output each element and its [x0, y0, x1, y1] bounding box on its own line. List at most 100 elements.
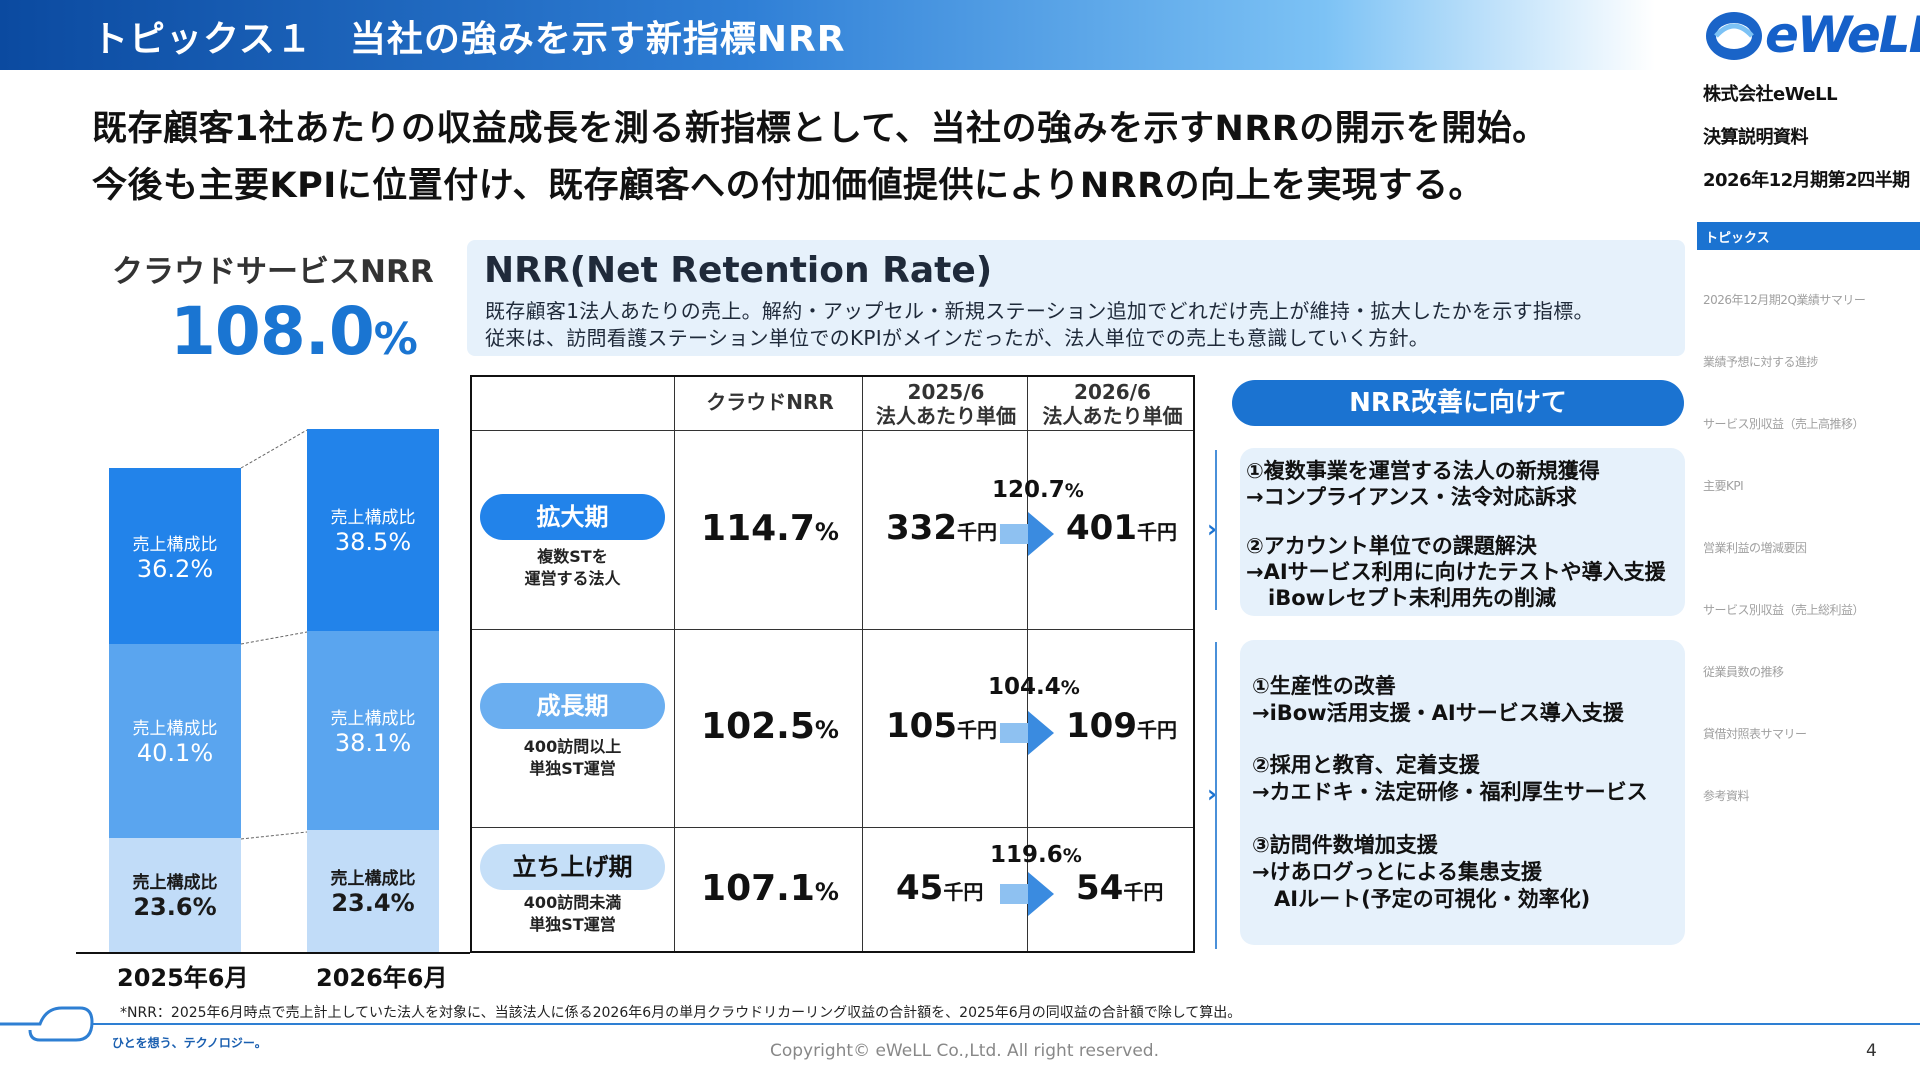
improvement-item: →カエドキ・法定研修・福利厚生サービス [1252, 780, 1648, 804]
fiscal-period: 2026年12月期第2四半期 [1703, 170, 1910, 191]
header-2025-unit: 法人あたり単価 [876, 404, 1016, 428]
unit-price-2025: 105千円 [886, 706, 997, 746]
nav-item-balance-sheet[interactable]: 貸借対照表サマリー [1703, 727, 1807, 741]
unit-price-2026: 401千円 [1066, 508, 1177, 548]
improvement-item: ②採用と教育、定着支援 [1252, 753, 1480, 777]
nav-item-employees[interactable]: 従業員数の推移 [1703, 665, 1784, 679]
nav-item-reference[interactable]: 参考資料 [1703, 789, 1750, 803]
table-divider [472, 827, 1193, 828]
table-divider [472, 430, 1193, 431]
nav-item-gross-profit[interactable]: サービス別収益（売上総利益） [1703, 603, 1865, 617]
header-2026-unit: 法人あたり単価 [1042, 404, 1183, 428]
definition-line-2: 従来は、訪問看護ステーション単位でのKPIがメインだったが、法人単位での売上も意… [485, 326, 1430, 350]
bracket-line [1215, 450, 1217, 610]
nav-item-forecast-progress[interactable]: 業績予想に対する進捗 [1703, 355, 1819, 369]
nav-item-operating-profit[interactable]: 営業利益の増減要因 [1703, 541, 1807, 555]
definition-line-1: 既存顧客1法人あたりの売上。解約・アップセル・新規ステーション追加でどれだけ売上… [485, 299, 1594, 323]
table-divider [472, 629, 1193, 630]
bar-segment: 売上構成比 36.2% [109, 468, 241, 644]
bar-segment-value: 36.2% [136, 554, 214, 583]
table-divider [862, 377, 863, 951]
bar-segment: 売上構成比 40.1% [109, 643, 241, 838]
improvement-box-1 [1240, 448, 1685, 616]
stage-desc: 複数STを [537, 547, 608, 566]
table-divider [1027, 377, 1028, 951]
chevron-right-icon: › [1207, 780, 1217, 808]
slogan: ひとを想う、テクノロジー。 [112, 1036, 267, 1050]
nrr-number: 108.0 [170, 293, 375, 370]
bar-segment-label: 売上構成比 [330, 869, 416, 890]
bar-segment: 売上構成比 23.6% [109, 837, 241, 952]
stage-desc: 単独ST運営 [529, 759, 616, 778]
definition-box [467, 240, 1685, 356]
right-arrow-icon [1000, 512, 1054, 556]
lead-line-2: 今後も主要KPIに位置付け、既存顧客への付加価値提供によりNRRの向上を実現する… [92, 166, 1485, 206]
unit-price-2026: 54千円 [1076, 868, 1164, 908]
improvement-box-2 [1240, 640, 1685, 945]
improvement-item: ③訪問件数増加支援 [1252, 833, 1438, 857]
unit-price-2025: 45千円 [896, 868, 984, 908]
company-name: 株式会社eWeLL [1703, 84, 1838, 105]
improvement-item: ①複数事業を運営する法人の新規獲得 [1246, 459, 1600, 483]
bar-segment: 売上構成比 23.4% [307, 829, 439, 952]
page-title: トピックス１ 当社の強みを示す新指標NRR [92, 19, 846, 60]
improvement-item: →けあログっとによる集患支援 [1252, 860, 1542, 884]
footnote: *NRR：2025年6月時点で売上計上していた法人を対象に、当該法人に係る202… [120, 1005, 1242, 1021]
stage-desc: 400訪問以上 [523, 737, 622, 756]
stage-pill-growth: 成長期 [480, 683, 665, 729]
improvement-title: NRR改善に向けて [1232, 380, 1684, 426]
stage-pill-expansion: 拡大期 [480, 494, 665, 540]
stage-desc: 単独ST運営 [529, 915, 616, 934]
nrr-unit: % [373, 314, 418, 365]
right-arrow-icon [1000, 711, 1054, 755]
page-number: 4 [1866, 1041, 1877, 1061]
definition-title: NRR(Net Retention Rate) [484, 250, 993, 291]
right-arrow-icon [1000, 872, 1054, 916]
bar-segment-value: 38.1% [334, 728, 412, 757]
bar-segment-value: 38.5% [334, 528, 412, 557]
bar-segment-value: 23.6% [133, 893, 217, 922]
growth-rate: 119.6% [990, 842, 1082, 868]
nrr-cell: 102.5% [701, 706, 839, 747]
header-cloud-nrr: クラウドNRR [706, 390, 834, 414]
nav-item-topics[interactable]: トピックス [1697, 222, 1920, 250]
improvement-item: →コンプライアンス・法令対応訴求 [1246, 485, 1577, 509]
nrr-cell: 114.7% [701, 508, 839, 549]
chevron-right-icon: › [1207, 515, 1217, 543]
unit-price-2026: 109千円 [1066, 706, 1177, 746]
improvement-item: iBowレセプト未利用先の削減 [1268, 586, 1557, 610]
title-bar: トピックス１ 当社の強みを示す新指標NRR [0, 0, 1655, 70]
header-2026-period: 2026/6 [1074, 380, 1151, 404]
footer-logo-mark [0, 1006, 94, 1042]
improvement-item: →AIサービス利用に向けたテストや導入支援 [1246, 560, 1666, 584]
bar-segment-label: 売上構成比 [132, 873, 218, 894]
bracket-line [1215, 642, 1217, 949]
copyright: Copyright© eWeLL Co.,Ltd. All right rese… [770, 1041, 1159, 1061]
bar-segment: 売上構成比 38.5% [307, 429, 439, 631]
growth-rate: 104.4% [988, 674, 1080, 700]
nav-item-q2-summary[interactable]: 2026年12月期2Q業績サマリー [1703, 293, 1866, 307]
lead-line-1: 既存顧客1社あたりの収益成長を測る新指標として、当社の強みを示すNRRの開示を開… [92, 109, 1548, 149]
bar-segment-value: 40.1% [136, 739, 214, 768]
logo-wordmark: eWeLL [1765, 6, 1920, 64]
nrr-cell: 107.1% [701, 868, 839, 909]
nrr-table [470, 375, 1195, 953]
nav-item-revenue-by-service[interactable]: サービス別収益（売上高推移） [1703, 417, 1865, 431]
table-divider [674, 377, 675, 951]
bar-segment-label: 売上構成比 [330, 708, 416, 729]
unit-price-2025: 332千円 [886, 508, 997, 548]
company-logo [1706, 12, 1762, 60]
nav-item-kpi[interactable]: 主要KPI [1703, 479, 1744, 493]
document-type: 決算説明資料 [1703, 127, 1809, 148]
chart-baseline [76, 952, 470, 954]
header-2025-period: 2025/6 [907, 380, 985, 404]
nrr-value: 108.0% [170, 293, 418, 370]
bar-segment: 売上構成比 38.1% [307, 630, 439, 830]
x-tick-label: 2025年6月 [117, 964, 249, 992]
bar-segment-value: 23.4% [331, 889, 415, 918]
bar-segment-label: 売上構成比 [330, 508, 416, 529]
stage-desc: 運営する法人 [524, 569, 621, 588]
growth-rate: 120.7% [992, 477, 1084, 503]
footer-line [92, 1023, 1920, 1025]
stage-desc: 400訪問未満 [523, 893, 622, 912]
